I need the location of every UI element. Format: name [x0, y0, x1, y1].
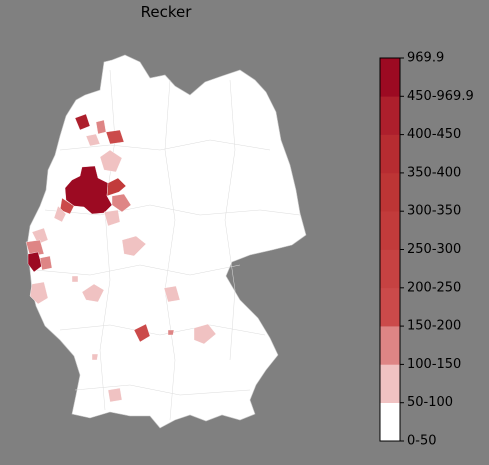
colorbar: 0-50 50-100 100-150 150-200 200-250 250-300 30… [379, 51, 474, 449]
colorbar-segment [380, 58, 400, 97]
colorbar-tick-label: 50-100 [407, 395, 453, 410]
colorbar-tick-label: 450-969.9 [407, 89, 474, 104]
country-outline [26, 54, 307, 429]
colorbar-segment [380, 134, 400, 174]
colorbar-segment [380, 211, 400, 250]
colorbar-tick-label: 250-300 [407, 242, 461, 257]
colorbar-tick-label: 100-150 [407, 357, 461, 372]
colorbar-tick-label: 350-400 [407, 165, 461, 180]
colorbar-tick-label: 0-50 [407, 434, 437, 449]
colorbar-segment [380, 287, 400, 327]
colorbar-segment [380, 326, 400, 365]
district-borders [34, 69, 301, 421]
germany-map [25, 54, 307, 429]
highlighted-districts [25, 113, 217, 403]
colorbar-tick-label: 400-450 [407, 127, 461, 142]
colorbar-segment [380, 249, 400, 289]
colorbar-segment [380, 96, 400, 135]
colorbar-segment [380, 364, 400, 403]
colorbar-segment [380, 402, 400, 442]
map-title: Recker [141, 3, 193, 21]
colorbar-tick-label: 969.9 [407, 51, 444, 66]
colorbar-tick-label: 200-250 [407, 280, 461, 295]
colorbar-segment [380, 172, 400, 212]
colorbar-tick-label: 150-200 [407, 319, 461, 334]
colorbar-tick-label: 300-350 [407, 204, 461, 219]
